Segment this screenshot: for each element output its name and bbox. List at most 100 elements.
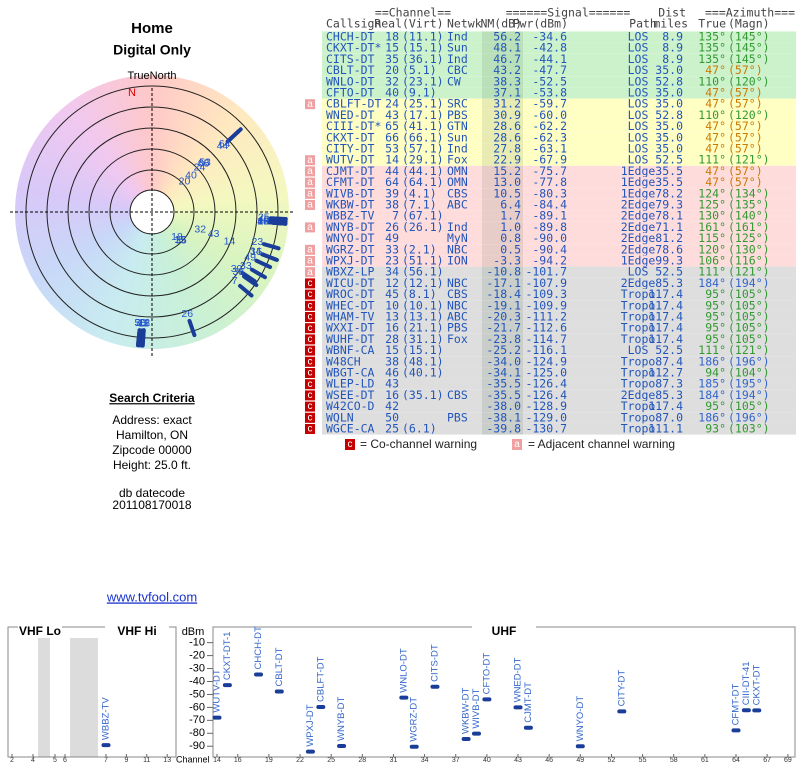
radar-channel: 38 bbox=[232, 266, 244, 278]
site-link[interactable]: www.tvfool.com bbox=[106, 589, 197, 604]
warning-box bbox=[305, 300, 315, 311]
table-cell: 47° bbox=[705, 175, 726, 189]
table-cell: 16 bbox=[385, 388, 399, 402]
row-background bbox=[322, 356, 796, 368]
station-marker bbox=[399, 695, 409, 700]
table-cell: 1Edge bbox=[621, 175, 656, 189]
band-title-bg bbox=[18, 621, 62, 634]
station-label: CKXT-DT-1 bbox=[222, 632, 233, 681]
warning-box bbox=[305, 155, 315, 166]
table-cell: -3.3 bbox=[493, 254, 521, 268]
table-cell: Ind bbox=[447, 30, 468, 44]
warning-flag: a bbox=[307, 244, 313, 255]
table-cell: -25.2 bbox=[486, 343, 521, 357]
table-cell: -35.5 bbox=[486, 377, 521, 391]
table-cell: 52.8 bbox=[655, 74, 683, 88]
table-cell: -20.3 bbox=[486, 310, 521, 324]
table-cell: 34 bbox=[385, 265, 399, 279]
station-marker bbox=[409, 744, 419, 749]
radar-channel: 10 bbox=[257, 216, 269, 228]
table-cell: (5.1) bbox=[402, 63, 437, 77]
table-cell: 87.0 bbox=[655, 410, 683, 424]
nm-column-shade bbox=[482, 412, 523, 424]
warning-flag: c bbox=[308, 412, 313, 423]
table-cell: (145°) bbox=[728, 52, 770, 66]
nm-column-shade bbox=[482, 132, 523, 144]
table-cell: (23.1) bbox=[402, 74, 444, 88]
table-cell: 12 bbox=[385, 276, 399, 290]
table-cell: 35.0 bbox=[655, 142, 683, 156]
station-label: WKBW-DT bbox=[461, 688, 472, 734]
row-background bbox=[322, 378, 796, 390]
table-cell: Sun bbox=[447, 41, 468, 55]
nm-column-shade bbox=[482, 65, 523, 77]
table-cell: PBS bbox=[447, 410, 468, 424]
table-cell: (105°) bbox=[728, 287, 770, 301]
table-cell: 47° bbox=[705, 142, 726, 156]
group-header: ======Signal====== bbox=[506, 6, 631, 20]
table-cell: -19.1 bbox=[486, 298, 521, 312]
x-tick-label: 2 bbox=[10, 757, 14, 764]
table-cell: 78.1 bbox=[655, 209, 683, 223]
table-cell: 26 bbox=[385, 220, 399, 234]
table-cell: (29.1) bbox=[402, 153, 444, 167]
table-cell: 111° bbox=[698, 343, 726, 357]
row-background bbox=[322, 333, 796, 345]
table-cell: 71.1 bbox=[655, 220, 683, 234]
row-background bbox=[322, 177, 796, 189]
x-tick-label: 67 bbox=[763, 757, 771, 764]
radar-channel: 32 bbox=[194, 223, 206, 235]
station-label: CITS-DT bbox=[429, 644, 440, 682]
warning-box bbox=[305, 256, 315, 266]
north-marker: N bbox=[128, 87, 136, 99]
table-cell: WBXZ-LP bbox=[326, 265, 375, 279]
table-cell: 38 bbox=[385, 198, 399, 212]
table-cell: (66.1) bbox=[402, 130, 444, 144]
table-cell: 130° bbox=[698, 209, 726, 223]
nm-column-shade bbox=[482, 76, 523, 88]
table-cell: 1Edge bbox=[621, 254, 656, 268]
table-cell: 24 bbox=[385, 97, 399, 111]
radar-beam bbox=[268, 220, 288, 226]
row-background bbox=[322, 42, 796, 54]
table-cell: 56.2 bbox=[493, 30, 521, 44]
row-background bbox=[322, 311, 796, 323]
table-cell: 125° bbox=[698, 198, 726, 212]
table-cell: -18.4 bbox=[486, 287, 521, 301]
radar-channel: 25 bbox=[258, 212, 270, 224]
table-cell: LOS bbox=[628, 343, 649, 357]
table-cell: -84.4 bbox=[532, 198, 567, 212]
station-label: CJMT-DT bbox=[523, 682, 534, 723]
radar-channel: 23 bbox=[252, 236, 264, 248]
table-cell: 13.0 bbox=[493, 175, 521, 189]
table-cell: -53.8 bbox=[532, 86, 567, 100]
table-cell: 15.2 bbox=[493, 164, 521, 178]
radar-channel: 28 bbox=[257, 216, 269, 228]
radar-channel: 16 bbox=[138, 317, 150, 329]
warning-flag: a bbox=[307, 166, 313, 177]
table-cell: 35.0 bbox=[655, 119, 683, 133]
table-cell: -23.8 bbox=[486, 332, 521, 346]
nm-column-shade bbox=[482, 121, 523, 133]
table-cell: LOS bbox=[628, 63, 649, 77]
table-cell: 135° bbox=[698, 52, 726, 66]
table-cell: -90.0 bbox=[532, 231, 567, 245]
table-cell: 1Edge bbox=[621, 164, 656, 178]
table-cell: 38 bbox=[385, 354, 399, 368]
station-marker bbox=[731, 728, 741, 733]
table-cell: 95° bbox=[705, 399, 726, 413]
table-cell: CIII-DT* bbox=[326, 119, 381, 133]
radar-beam bbox=[187, 318, 197, 338]
table-cell: WXXI-DT bbox=[326, 321, 375, 335]
table-cell: (194°) bbox=[728, 276, 770, 290]
table-cell: 47° bbox=[705, 86, 726, 100]
north-label: TrueNorth bbox=[127, 70, 176, 82]
table-cell: 46 bbox=[385, 366, 399, 380]
nm-column-shade bbox=[482, 87, 523, 99]
x-tick-label: 49 bbox=[576, 757, 584, 764]
x-tick-label: 16 bbox=[234, 757, 242, 764]
table-cell: (35.1) bbox=[402, 388, 444, 402]
table-cell: WKBW-DT bbox=[326, 198, 375, 212]
column-header: miles bbox=[653, 17, 688, 31]
table-cell: PBS bbox=[447, 321, 468, 335]
